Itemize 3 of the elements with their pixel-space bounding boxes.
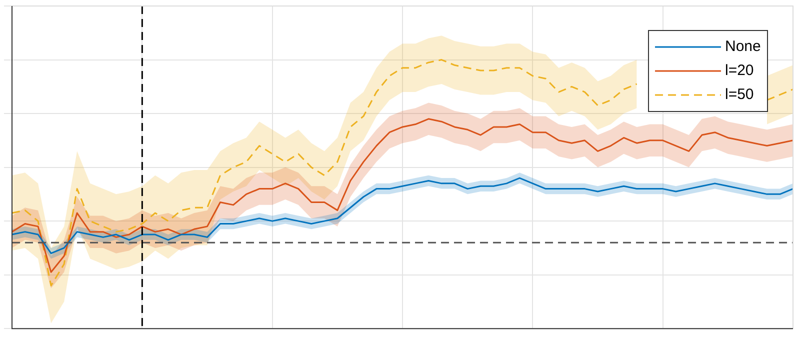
legend-label: l=50 — [725, 85, 754, 105]
legend-label: None — [725, 37, 761, 57]
legend-label: l=20 — [725, 61, 754, 81]
